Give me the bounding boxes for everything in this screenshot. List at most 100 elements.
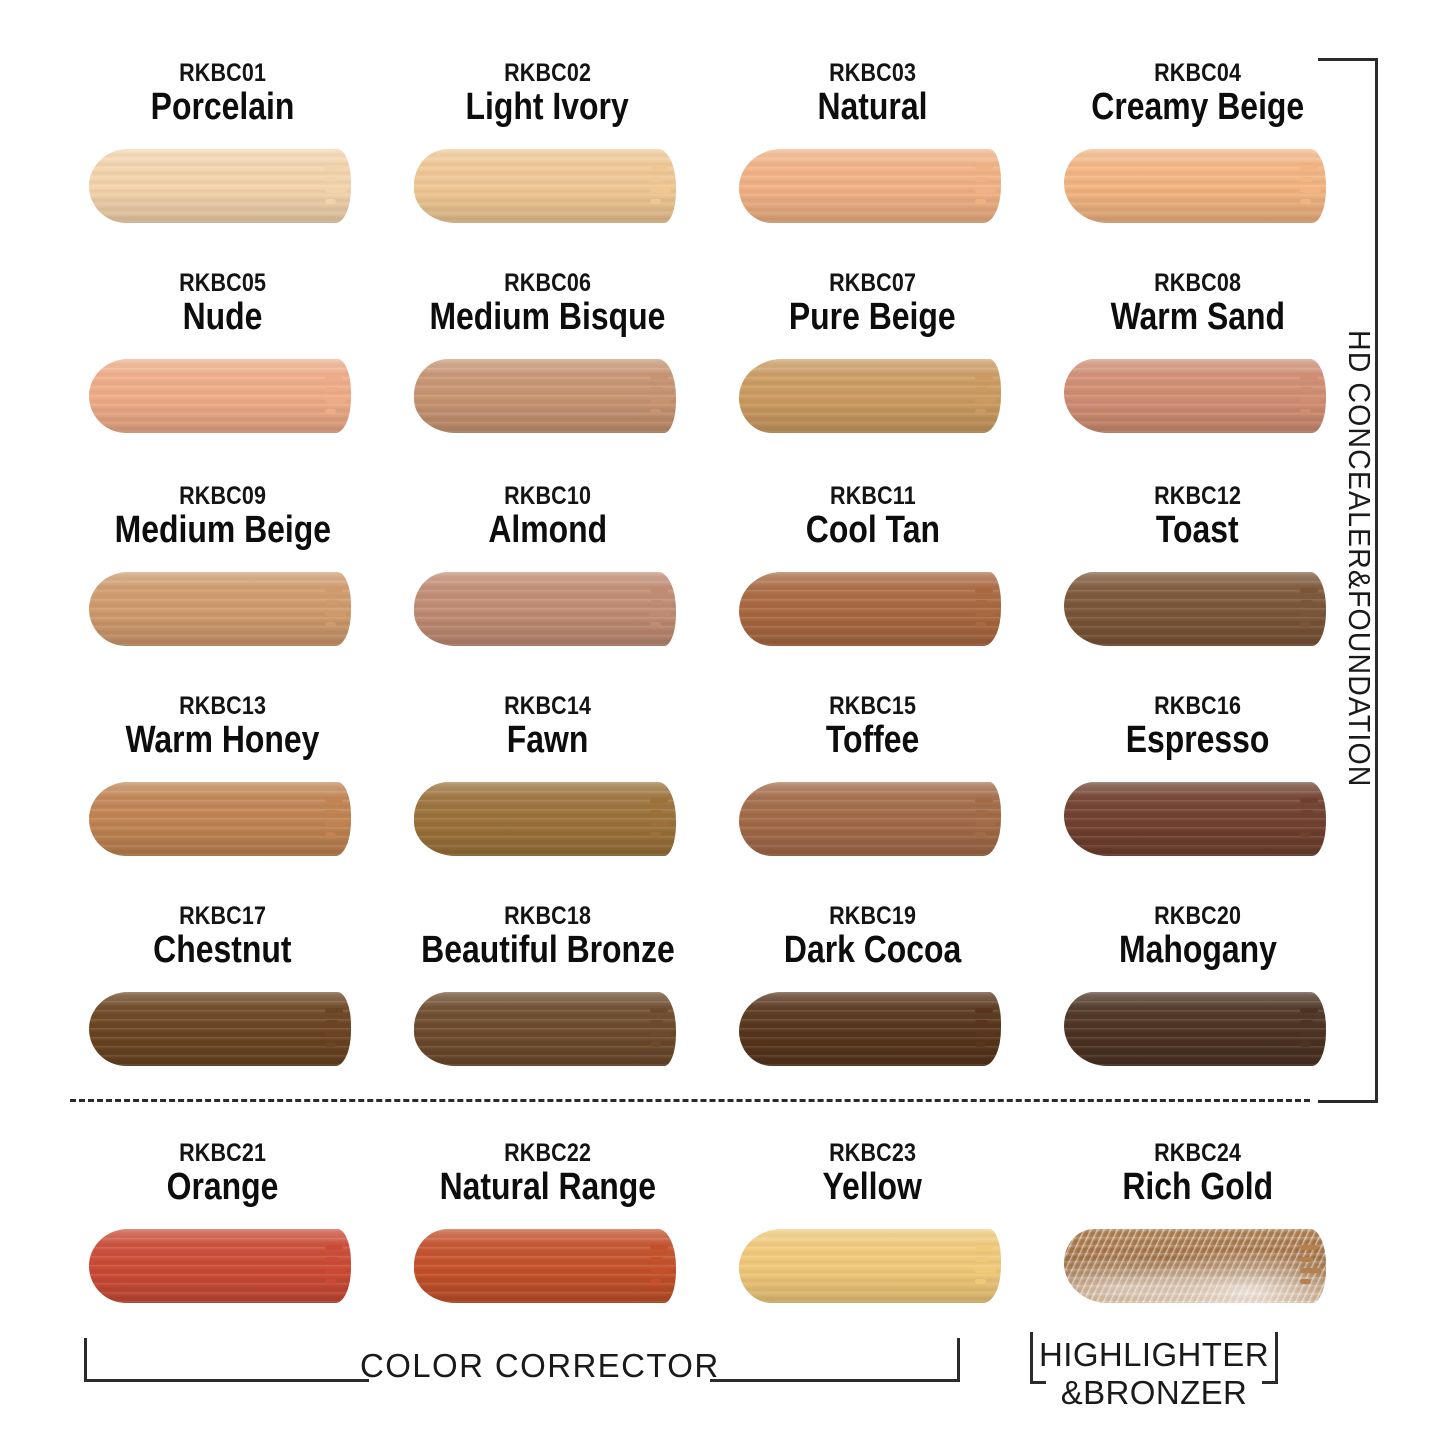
shade-code: RKBC14 [503,692,592,720]
shade-swatch[interactable] [1063,359,1326,434]
shade-swatch[interactable] [88,572,351,647]
shade-swatch-wrap [738,566,1007,652]
shade-cell[interactable]: RKBC08 Warm Sand [1035,270,1360,439]
shade-cell[interactable]: RKBC12 Toast [1035,483,1360,652]
shade-swatch[interactable] [1063,782,1326,857]
shade-swatch-wrap [1063,566,1332,652]
swatch-brush-tails [324,992,357,1066]
shade-swatch[interactable] [88,1229,351,1304]
shade-swatch[interactable] [738,572,1001,647]
shade-swatch[interactable] [738,992,1001,1067]
shade-cell[interactable]: RKBC18 Beautiful Bronze [385,903,710,1072]
shade-cell[interactable]: RKBC10 Almond [385,483,710,652]
shade-name: Orange [166,1166,279,1209]
shade-swatch-wrap [413,1223,682,1309]
shade-code: RKBC05 [178,269,267,297]
swatch-brush-tails [1299,992,1332,1066]
shade-swatch[interactable] [413,992,676,1067]
shade-swatch[interactable] [88,149,351,224]
shade-cell[interactable]: RKBC21 Orange [60,1140,385,1309]
swatch-brush-tails [649,359,682,433]
shade-cell[interactable]: RKBC24 Rich Gold [1035,1140,1360,1309]
swatch-brush-tails [649,782,682,856]
swatch-brush-tails [974,149,1007,223]
shade-cell[interactable]: RKBC02 Light Ivory [385,60,710,229]
shade-swatch[interactable] [738,1229,1001,1304]
shade-code: RKBC20 [1153,902,1242,930]
shade-code: RKBC23 [828,1139,917,1167]
shade-name: Natural Range [439,1166,656,1209]
shade-swatch[interactable] [88,782,351,857]
hb-bracket-tick-right [1275,1332,1278,1384]
hb-bracket-foot-right [1262,1381,1278,1384]
shade-swatch[interactable] [413,572,676,647]
shade-swatch-wrap [738,143,1007,229]
shade-name: Warm Sand [1110,296,1285,339]
shade-swatch[interactable] [413,149,676,224]
shade-cell[interactable]: RKBC20 Mahogany [1035,903,1360,1072]
shade-swatch[interactable] [1063,1229,1326,1304]
shade-code: RKBC18 [503,902,592,930]
shade-name: Creamy Beige [1091,86,1304,129]
shade-cell[interactable]: RKBC23 Yellow [710,1140,1035,1309]
swatch-brush-tails [324,782,357,856]
shade-swatch-wrap [88,1223,357,1309]
swatch-row: RKBC09 Medium Beige RKBC10 Almond RKBC11 Cool… [60,483,1360,652]
bracket-arm-bottom [1318,1100,1378,1103]
swatch-brush-tails [649,992,682,1066]
shade-cell[interactable]: RKBC03 Natural [710,60,1035,229]
shade-cell[interactable]: RKBC09 Medium Beige [60,483,385,652]
shade-cell[interactable]: RKBC19 Dark Cocoa [710,903,1035,1072]
swatch-brush-tails [324,359,357,433]
swatch-brush-tails [1299,572,1332,646]
swatch-brush-tails [1299,149,1332,223]
shade-swatch[interactable] [738,359,1001,434]
shade-cell[interactable]: RKBC05 Nude [60,270,385,439]
shade-cell[interactable]: RKBC17 Chestnut [60,903,385,1072]
swatch-row: RKBC21 Orange RKBC22 Natural Range RKBC23 Yel… [60,1140,1360,1309]
shade-code: RKBC19 [828,902,917,930]
shade-cell[interactable]: RKBC14 Fawn [385,693,710,862]
swatch-brush-tails [324,1229,357,1303]
shade-swatch-wrap [88,986,357,1072]
shade-swatch[interactable] [1063,572,1326,647]
concealer-foundation-label: HD CONCEALER&FOUNDATION [1342,330,1377,788]
shade-code: RKBC04 [1153,59,1242,87]
shade-swatch-wrap [738,1223,1007,1309]
shade-cell[interactable]: RKBC13 Warm Honey [60,693,385,862]
shade-swatch[interactable] [413,1229,676,1304]
highlighter-bronzer-bracket [1030,1332,1278,1384]
shade-swatch-wrap [413,353,682,439]
shade-code: RKBC12 [1153,482,1242,510]
shade-swatch[interactable] [88,359,351,434]
swatch-row: RKBC13 Warm Honey RKBC14 Fawn RKBC15 Toffee RK… [60,693,1360,862]
shade-cell[interactable]: RKBC16 Espresso [1035,693,1360,862]
shade-swatch[interactable] [738,782,1001,857]
shade-cell[interactable]: RKBC11 Cool Tan [710,483,1035,652]
shade-cell[interactable]: RKBC07 Pure Beige [710,270,1035,439]
shade-name: Pure Beige [789,296,956,339]
shade-cell[interactable]: RKBC15 Toffee [710,693,1035,862]
shade-code: RKBC21 [178,1139,267,1167]
hb-bracket-tick-left [1030,1332,1033,1384]
shade-cell[interactable]: RKBC06 Medium Bisque [385,270,710,439]
shade-name: Medium Beige [114,509,331,552]
shade-swatch[interactable] [1063,149,1326,224]
swatch-brush-tails [1299,782,1332,856]
shade-cell[interactable]: RKBC22 Natural Range [385,1140,710,1309]
shade-name: Natural [817,86,928,129]
shade-swatch[interactable] [1063,992,1326,1067]
shade-swatch[interactable] [88,992,351,1067]
shade-code: RKBC24 [1153,1139,1242,1167]
shade-cell[interactable]: RKBC01 Porcelain [60,60,385,229]
shade-swatch-wrap [738,776,1007,862]
shade-swatch[interactable] [413,359,676,434]
shade-code: RKBC22 [503,1139,592,1167]
cc-bracket-bar-right [710,1379,960,1382]
shade-code: RKBC13 [178,692,267,720]
shade-swatch[interactable] [413,782,676,857]
shade-cell[interactable]: RKBC04 Creamy Beige [1035,60,1360,229]
color-corrector-label: COLOR CORRECTOR [360,1347,720,1384]
shade-swatch[interactable] [738,149,1001,224]
shade-name: Almond [488,509,607,552]
